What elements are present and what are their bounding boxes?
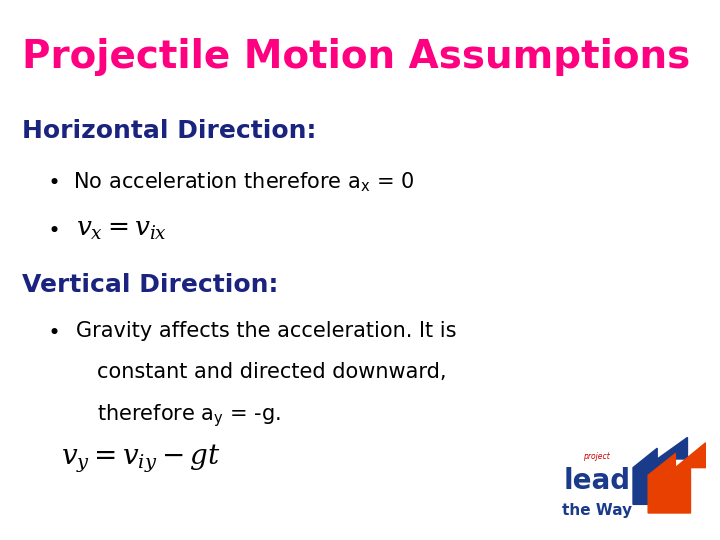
Text: Projectile Motion Assumptions: Projectile Motion Assumptions [22,38,690,76]
Text: Vertical Direction:: Vertical Direction: [22,273,278,296]
Text: the Way: the Way [562,503,631,518]
Text: $\bullet$: $\bullet$ [47,219,58,239]
Text: lead: lead [563,467,630,495]
Text: Gravity affects the acceleration. It is: Gravity affects the acceleration. It is [76,321,456,341]
Text: $v_y = v_{iy} - gt$: $v_y = v_{iy} - gt$ [61,443,221,475]
Text: Horizontal Direction:: Horizontal Direction: [22,119,316,143]
Polygon shape [633,437,688,504]
Text: $\bullet$: $\bullet$ [47,321,58,341]
Text: $\bullet$  No acceleration therefore $\mathregular{a}_\mathregular{x}$ = 0: $\bullet$ No acceleration therefore $\ma… [47,170,414,194]
Text: constant and directed downward,: constant and directed downward, [97,362,446,382]
Text: project: project [583,453,610,461]
Text: $v_x = v_{ix}$: $v_x = v_{ix}$ [76,216,166,242]
Text: therefore $\mathregular{a}_\mathregular{y}$ = -g.: therefore $\mathregular{a}_\mathregular{… [97,402,282,429]
Polygon shape [648,443,706,513]
